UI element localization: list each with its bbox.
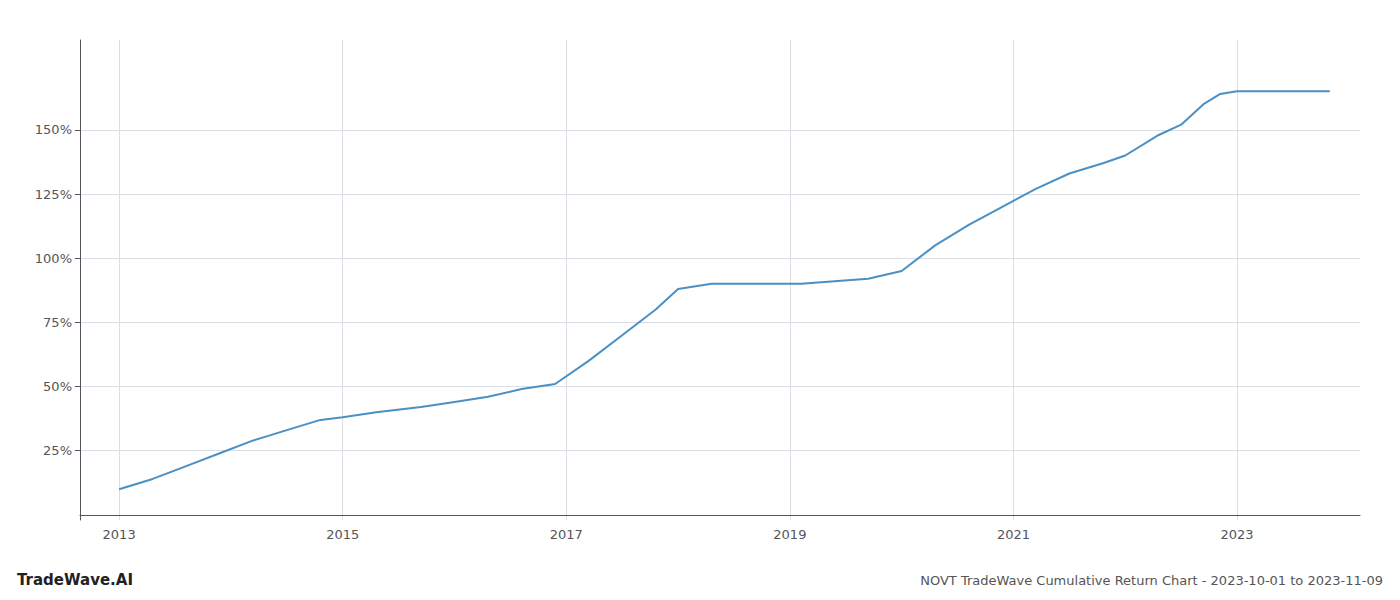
- svg-text:NOVT TradeWave Cumulative Retu: NOVT TradeWave Cumulative Return Chart -…: [920, 573, 1383, 588]
- svg-text:150%: 150%: [35, 122, 72, 137]
- svg-text:2019: 2019: [773, 527, 806, 542]
- svg-text:25%: 25%: [43, 443, 72, 458]
- svg-text:2021: 2021: [997, 527, 1030, 542]
- svg-text:125%: 125%: [35, 187, 72, 202]
- svg-text:2013: 2013: [103, 527, 136, 542]
- svg-text:75%: 75%: [43, 315, 72, 330]
- svg-text:2023: 2023: [1220, 527, 1253, 542]
- svg-text:50%: 50%: [43, 379, 72, 394]
- svg-text:TradeWave.AI: TradeWave.AI: [17, 571, 133, 589]
- svg-text:100%: 100%: [35, 251, 72, 266]
- svg-text:2017: 2017: [550, 527, 583, 542]
- svg-text:2015: 2015: [326, 527, 359, 542]
